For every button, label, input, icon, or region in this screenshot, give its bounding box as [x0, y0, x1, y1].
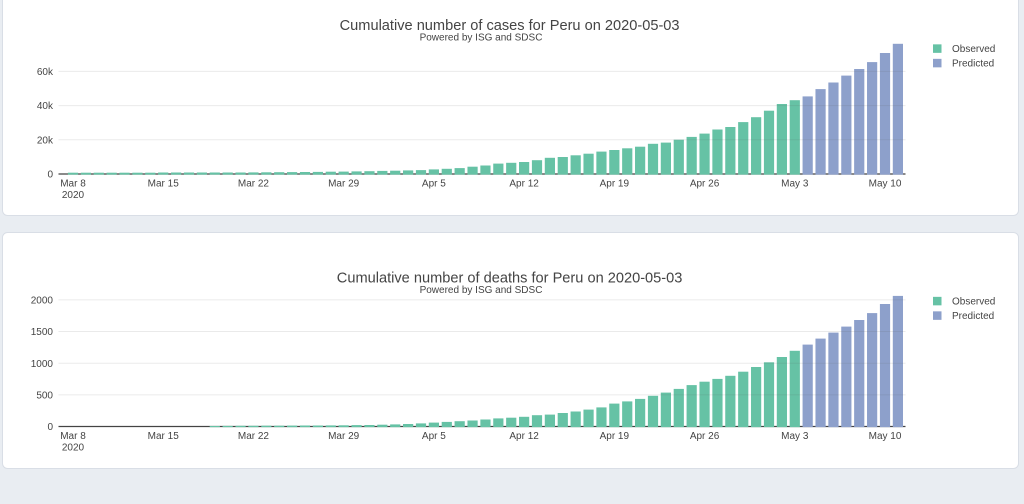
- svg-text:May 3: May 3: [781, 179, 809, 190]
- svg-text:Apr 12: Apr 12: [509, 179, 539, 190]
- svg-text:May 10: May 10: [869, 179, 902, 190]
- svg-text:Mar 8: Mar 8: [60, 431, 86, 442]
- svg-text:Mar 22: Mar 22: [238, 179, 270, 190]
- svg-text:40k: 40k: [37, 101, 54, 112]
- svg-text:2020: 2020: [62, 443, 85, 454]
- svg-text:Powered by ISG and SDSC: Powered by ISG and SDSC: [420, 32, 543, 43]
- svg-text:May 3: May 3: [781, 431, 809, 442]
- svg-text:Apr 12: Apr 12: [509, 431, 539, 442]
- svg-text:Mar 15: Mar 15: [148, 179, 180, 190]
- svg-text:500: 500: [36, 390, 53, 401]
- svg-text:Observed: Observed: [952, 297, 995, 308]
- svg-text:Cumulative number of deaths fo: Cumulative number of deaths for Peru on …: [337, 271, 683, 287]
- svg-text:Mar 29: Mar 29: [328, 179, 360, 190]
- svg-text:Powered by ISG and SDSC: Powered by ISG and SDSC: [420, 285, 543, 296]
- svg-text:Mar 22: Mar 22: [238, 431, 270, 442]
- svg-text:Apr 26: Apr 26: [690, 179, 720, 190]
- svg-text:Apr 5: Apr 5: [422, 431, 446, 442]
- svg-text:1000: 1000: [31, 359, 54, 370]
- svg-text:0: 0: [47, 170, 53, 181]
- svg-text:0: 0: [47, 422, 53, 433]
- svg-text:Mar 8: Mar 8: [60, 179, 86, 190]
- svg-text:60k: 60k: [37, 67, 54, 78]
- svg-text:Apr 19: Apr 19: [600, 431, 630, 442]
- svg-text:20k: 20k: [37, 135, 54, 146]
- svg-text:Apr 5: Apr 5: [422, 179, 446, 190]
- svg-text:Predicted: Predicted: [952, 59, 994, 70]
- svg-text:Observed: Observed: [952, 44, 995, 55]
- svg-text:2020: 2020: [62, 190, 85, 201]
- svg-text:Cumulative number of cases for: Cumulative number of cases for Peru on 2…: [340, 18, 680, 34]
- svg-text:Apr 19: Apr 19: [600, 179, 630, 190]
- svg-text:Mar 29: Mar 29: [328, 431, 360, 442]
- svg-text:Predicted: Predicted: [952, 311, 994, 322]
- svg-text:1500: 1500: [31, 327, 54, 338]
- svg-text:May 10: May 10: [869, 431, 902, 442]
- svg-text:Mar 15: Mar 15: [148, 431, 180, 442]
- svg-text:2000: 2000: [31, 296, 54, 307]
- svg-text:Apr 26: Apr 26: [690, 431, 720, 442]
